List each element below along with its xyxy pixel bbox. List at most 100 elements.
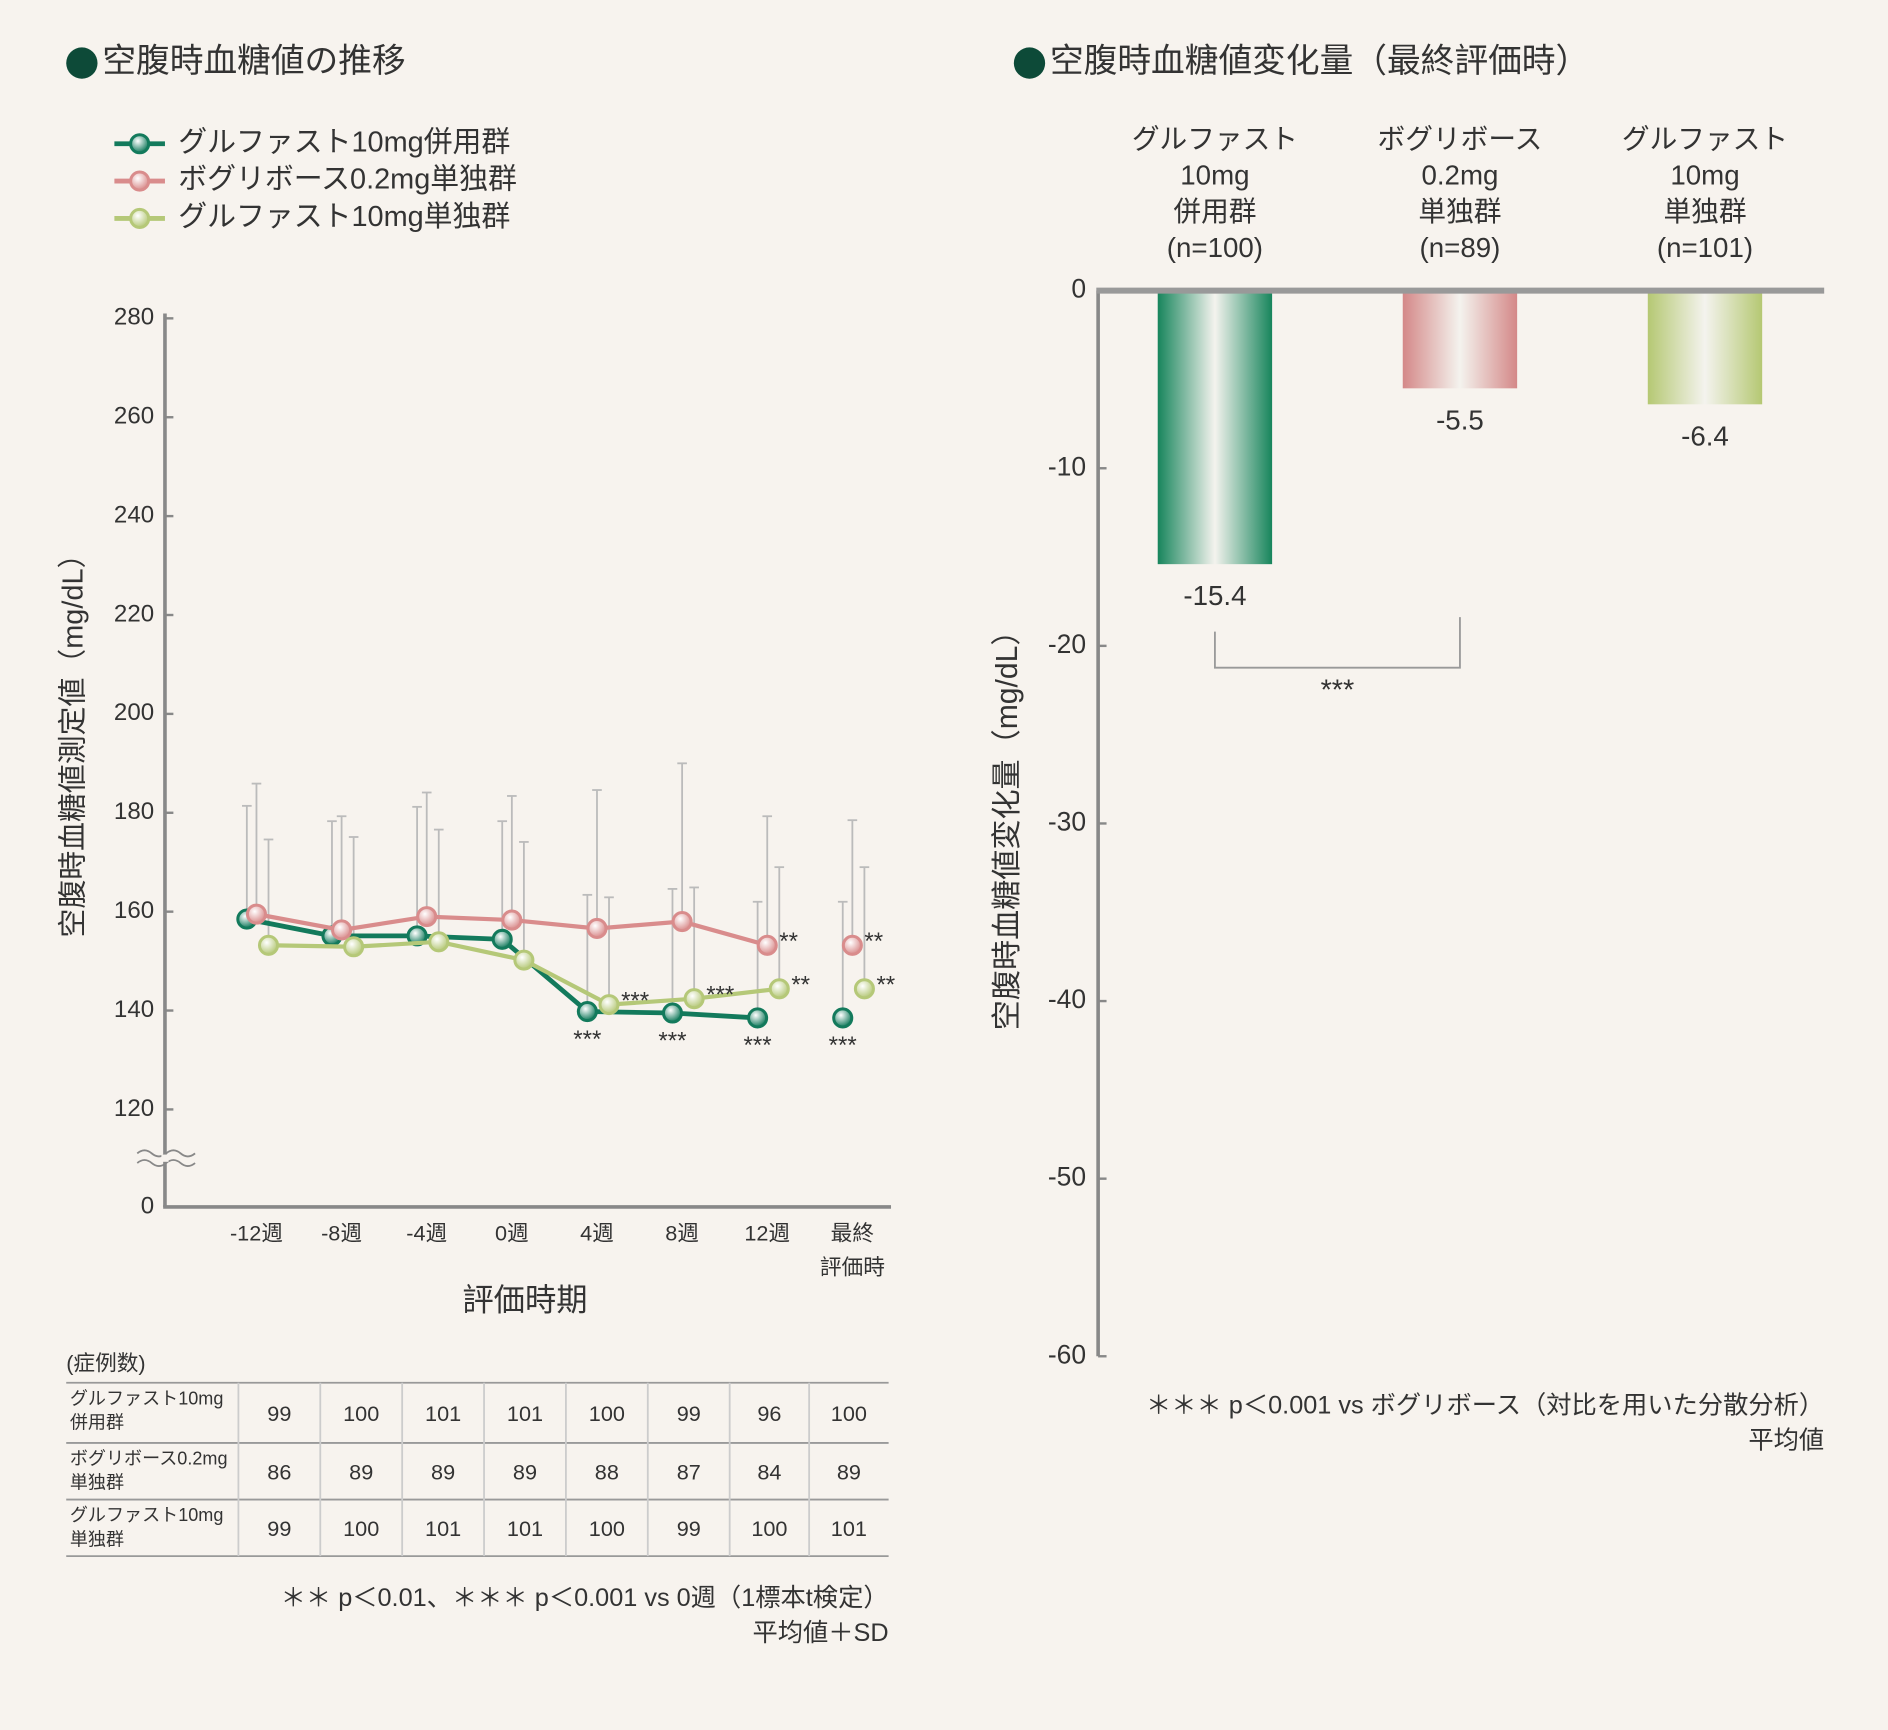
data-point xyxy=(491,928,513,950)
table-cell: 101 xyxy=(425,1516,461,1541)
data-point xyxy=(841,934,863,956)
legend-label: グルファスト10mg単独群 xyxy=(178,201,510,233)
significance-label: ** xyxy=(791,972,810,999)
table-cell: 89 xyxy=(431,1459,455,1484)
data-point xyxy=(747,1007,769,1029)
chart-title: 空腹時血糖値の推移 xyxy=(102,42,405,80)
table-cell: 101 xyxy=(425,1401,461,1426)
data-point xyxy=(598,994,620,1016)
table-cell: 100 xyxy=(589,1516,625,1541)
y-tick-label: 160 xyxy=(114,897,154,924)
legend-label: ボグリボース0.2mg単独群 xyxy=(178,164,517,196)
data-point xyxy=(683,988,705,1010)
footnote: 平均値＋SD xyxy=(752,1619,888,1647)
significance-bracket xyxy=(1214,617,1461,669)
table-cell: 89 xyxy=(837,1459,861,1484)
data-point xyxy=(416,906,438,928)
x-tick-label: -12週 xyxy=(229,1221,283,1246)
significance-label: ** xyxy=(779,928,798,955)
y-tick-label: 280 xyxy=(114,304,154,331)
data-point xyxy=(586,917,608,940)
table-cell: 86 xyxy=(267,1459,291,1484)
y-tick-label: 180 xyxy=(114,798,154,825)
row-label: ボグリボース0.2mg 単独群 xyxy=(69,1448,228,1494)
value-label: -6.4 xyxy=(1681,420,1729,451)
table-cell: 100 xyxy=(751,1516,787,1541)
table-cell: 87 xyxy=(677,1459,701,1484)
x-tick-label-box: -4週 xyxy=(406,1221,447,1245)
value-label: -15.4 xyxy=(1183,580,1246,611)
title-bullet xyxy=(1013,47,1046,79)
y-axis-label: 空腹時血糖値測定値（mg/dL） xyxy=(57,540,89,938)
significance-label: *** xyxy=(573,1026,601,1053)
x-tick-label-box: 4週 xyxy=(580,1221,614,1246)
footnote: ＊＊ p＜0.01、＊＊＊ p＜0.001 vs 0週（1標本t検定） xyxy=(281,1584,889,1612)
x-tick-label-box: 最終 評価時 xyxy=(819,1221,885,1280)
y-tick-label: -30 xyxy=(1048,806,1086,836)
x-tick-label: 最終 評価時 xyxy=(819,1221,885,1280)
x-axis-label: 評価時期 xyxy=(462,1282,587,1317)
significance-label: *** xyxy=(744,1032,772,1059)
x-tick-label-box: -12週 xyxy=(229,1221,283,1246)
table-cell: 100 xyxy=(589,1401,625,1426)
data-point xyxy=(853,978,875,1000)
bar xyxy=(1647,290,1763,405)
y-tick-label: -20 xyxy=(1048,629,1086,659)
table-caption: (症例数) xyxy=(66,1350,145,1375)
y-tick-label: 260 xyxy=(114,403,154,430)
title-bullet xyxy=(66,47,98,79)
axis-break xyxy=(136,1159,196,1167)
bar xyxy=(1157,290,1273,565)
y-tick-label: -60 xyxy=(1048,1339,1086,1369)
table-cell: 101 xyxy=(507,1516,543,1541)
table-cell: 89 xyxy=(513,1459,537,1484)
significance-label: *** xyxy=(621,988,649,1015)
row-label-box: グルファスト10mg 単独群 xyxy=(69,1505,224,1551)
table-cell: 99 xyxy=(267,1401,291,1426)
y-tick-label: 220 xyxy=(114,600,154,627)
x-tick-label-box: 12週 xyxy=(744,1221,791,1246)
table-cell: 99 xyxy=(267,1516,291,1541)
data-point xyxy=(501,909,523,931)
y-tick-label: 200 xyxy=(114,699,154,726)
table-cell: 99 xyxy=(677,1516,701,1541)
y-tick-label: -50 xyxy=(1048,1162,1086,1192)
legend-marker xyxy=(129,207,151,229)
y-tick-label: 140 xyxy=(114,996,154,1023)
category-label: ボグリボース 0.2mg 単独群 (n=89) xyxy=(1377,123,1543,263)
significance-label: ** xyxy=(864,928,883,955)
legend-label: グルファスト10mg併用群 xyxy=(178,126,510,158)
row-label-box: ボグリボース0.2mg 単独群 xyxy=(69,1448,228,1494)
y-tick-label: 0 xyxy=(141,1192,154,1219)
y-axis-label: 空腹時血糖値変化量（mg/dL） xyxy=(991,616,1024,1031)
data-point xyxy=(832,1007,854,1029)
table-cell: 84 xyxy=(757,1459,781,1484)
axis-break-gap xyxy=(161,1154,169,1162)
data-point xyxy=(513,949,535,971)
data-point xyxy=(576,1000,598,1023)
significance-label: *** xyxy=(1321,674,1355,706)
x-tick-label: 4週 xyxy=(580,1221,614,1246)
data-point xyxy=(343,936,365,958)
x-tick-label-box: 0週 xyxy=(495,1221,529,1245)
row-label: グルファスト10mg 併用群 xyxy=(69,1388,224,1434)
significance-label: *** xyxy=(658,1027,686,1054)
y-tick-label: -40 xyxy=(1048,984,1086,1014)
legend-marker xyxy=(129,170,151,192)
x-tick-label: 12週 xyxy=(744,1221,791,1246)
table-cell: 101 xyxy=(831,1516,867,1541)
x-tick-label: -8週 xyxy=(321,1221,363,1246)
table-cell: 100 xyxy=(831,1401,867,1426)
table-cell: 88 xyxy=(595,1459,619,1484)
x-tick-label-box: -8週 xyxy=(321,1221,363,1246)
significance-label: *** xyxy=(706,982,734,1009)
significance-label: ** xyxy=(876,972,895,999)
table-cell: 100 xyxy=(343,1516,379,1541)
category-label-box: ボグリボース 0.2mg 単独群 (n=89) xyxy=(1377,123,1543,263)
row-label: グルファスト10mg 単独群 xyxy=(69,1505,224,1551)
row-label-box: グルファスト10mg 併用群 xyxy=(69,1388,224,1434)
table-cell: 101 xyxy=(507,1401,543,1426)
footnote: 平均値 xyxy=(1748,1426,1824,1454)
